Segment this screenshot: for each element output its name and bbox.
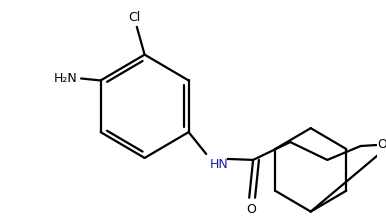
Text: HN: HN: [210, 158, 229, 171]
Text: H₂N: H₂N: [53, 72, 77, 85]
Text: Cl: Cl: [129, 11, 141, 24]
Text: O: O: [246, 203, 256, 216]
Text: O: O: [377, 138, 386, 150]
